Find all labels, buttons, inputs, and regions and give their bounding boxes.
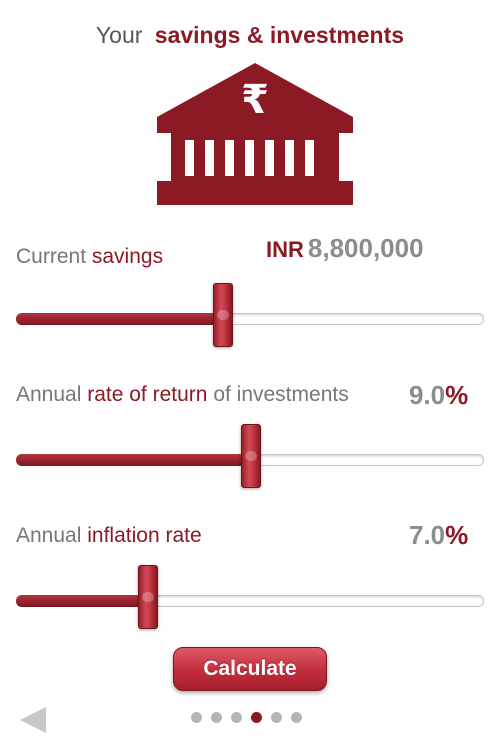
- return-rate-label: Annual rate of return of investments: [16, 383, 349, 407]
- return-label-accent: rate of return: [87, 383, 208, 406]
- return-rate-slider[interactable]: [16, 424, 484, 494]
- inflation-label-plain: Annual: [16, 524, 82, 547]
- savings-label: Current savings: [16, 245, 163, 269]
- inflation-label: Annual inflation rate: [16, 524, 202, 548]
- inflation-slider[interactable]: [16, 565, 484, 635]
- return-rate-number: 9.0: [409, 380, 446, 410]
- inflation-label-accent: inflation rate: [87, 524, 202, 547]
- savings-label-plain: Current: [16, 245, 87, 268]
- return-rate-value: 9.0%: [409, 380, 468, 411]
- savings-amount: 8,800,000: [307, 233, 424, 263]
- savings-value: INR 8,800,000: [266, 233, 424, 264]
- inflation-value: 7.0%: [409, 520, 468, 551]
- bank-rupee-icon: ₹: [157, 63, 353, 205]
- title-prefix: Your: [95, 22, 143, 48]
- currency-label: INR: [266, 237, 304, 262]
- return-rate-slider-thumb[interactable]: [241, 424, 261, 488]
- return-label-plain-1: Annual: [16, 383, 82, 406]
- calculate-button[interactable]: Calculate: [173, 647, 327, 691]
- inflation-unit: %: [445, 520, 469, 550]
- page-dot[interactable]: [211, 712, 222, 723]
- title-accent: savings & investments: [154, 22, 405, 48]
- return-rate-slider-fill: [16, 454, 250, 466]
- svg-text:₹: ₹: [241, 77, 269, 123]
- savings-label-accent: savings: [91, 245, 164, 268]
- savings-slider-thumb[interactable]: [213, 283, 233, 347]
- page-dot[interactable]: [271, 712, 282, 723]
- savings-slider-fill: [16, 313, 222, 325]
- inflation-slider-fill: [16, 595, 147, 607]
- page-dot[interactable]: [191, 712, 202, 723]
- page-dot[interactable]: [251, 712, 262, 723]
- return-label-plain-2: of investments: [213, 383, 349, 406]
- page-dot[interactable]: [231, 712, 242, 723]
- return-rate-unit: %: [445, 380, 469, 410]
- inflation-number: 7.0: [409, 520, 446, 550]
- inflation-slider-thumb[interactable]: [138, 565, 158, 629]
- page-dot[interactable]: [291, 712, 302, 723]
- back-arrow-icon[interactable]: [18, 705, 48, 735]
- savings-slider[interactable]: [16, 283, 484, 353]
- page-indicator: [191, 712, 302, 723]
- page-title: Your savings & investments: [0, 22, 500, 49]
